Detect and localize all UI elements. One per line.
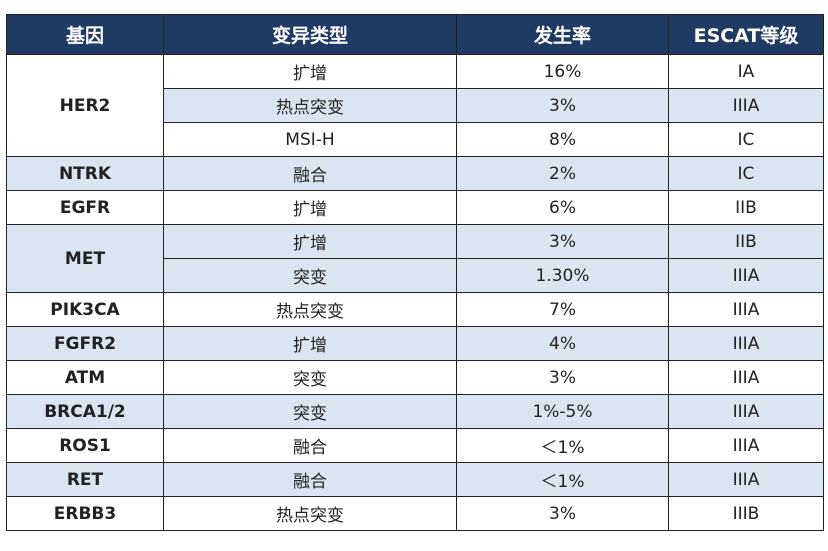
escat-cell: IIIA — [668, 428, 824, 463]
escat-cell: IIIA — [668, 326, 824, 361]
table-row: ROS1 融合 ＜1% IIIA — [6, 428, 824, 463]
gene-variant-table: 基因 变异类型 发生率 ESCAT等级 HER2 扩增 16% IA 热点突变 … — [6, 14, 824, 531]
escat-cell: IIIA — [668, 292, 824, 327]
escat-cell: IIIA — [668, 394, 824, 429]
variant-cell: 融合 — [163, 428, 457, 463]
rate-cell: 2% — [456, 156, 669, 191]
gene-cell: ROS1 — [6, 428, 164, 463]
gene-cell: ERBB3 — [6, 496, 164, 531]
escat-cell: IIB — [668, 190, 824, 225]
gene-cell: PIK3CA — [6, 292, 164, 327]
table-row: ERBB3 热点突变 3% IIIB — [6, 496, 824, 531]
table-row: EGFR 扩增 6% IIB — [6, 190, 824, 225]
variant-cell: 热点突变 — [163, 292, 457, 327]
variant-cell: 突变 — [163, 360, 457, 395]
variant-cell: 热点突变 — [163, 496, 457, 531]
header-escat: ESCAT等级 — [668, 14, 824, 55]
table-row: FGFR2 扩增 4% IIIA — [6, 326, 824, 361]
variant-cell: MSI-H — [163, 122, 457, 157]
escat-cell: IA — [668, 54, 824, 89]
table-row: RET 融合 ＜1% IIIA — [6, 462, 824, 497]
escat-cell: IC — [668, 122, 824, 157]
header-variant: 变异类型 — [163, 14, 457, 55]
variant-cell: 热点突变 — [163, 88, 457, 123]
gene-cell: EGFR — [6, 190, 164, 225]
table-header-row: 基因 变异类型 发生率 ESCAT等级 — [6, 14, 824, 55]
rate-cell: 3% — [456, 88, 669, 123]
table-row: 突变 1.30% IIIA — [7, 258, 824, 293]
rate-cell: ＜1% — [456, 462, 669, 497]
variant-cell: 扩增 — [163, 190, 457, 225]
variant-cell: 突变 — [163, 258, 457, 293]
table-row: 热点突变 3% IIIA — [7, 88, 824, 123]
table-row: MSI-H 8% IC — [7, 122, 824, 157]
table-row: NTRK 融合 2% IC — [6, 156, 824, 191]
escat-cell: IIIA — [668, 462, 824, 497]
variant-cell: 扩增 — [163, 326, 457, 361]
rate-cell: 8% — [456, 122, 669, 157]
rate-cell: 6% — [456, 190, 669, 225]
table-row: BRCA1/2 突变 1%-5% IIIA — [6, 394, 824, 429]
variant-cell: 融合 — [163, 462, 457, 497]
table-row: PIK3CA 热点突变 7% IIIA — [6, 292, 824, 327]
variant-cell: 突变 — [163, 394, 457, 429]
header-gene: 基因 — [6, 14, 164, 55]
escat-cell: IIIA — [668, 360, 824, 395]
rate-cell: ＜1% — [456, 428, 669, 463]
rate-cell: 1%-5% — [456, 394, 669, 429]
rate-cell: 3% — [456, 360, 669, 395]
variant-cell: 扩增 — [163, 224, 457, 259]
gene-cell: RET — [6, 462, 164, 497]
escat-cell: IIB — [668, 224, 824, 259]
variant-cell: 扩增 — [163, 54, 457, 89]
rate-cell: 1.30% — [456, 258, 669, 293]
rate-cell: 7% — [456, 292, 669, 327]
escat-cell: IIIA — [668, 88, 824, 123]
rate-cell: 3% — [456, 224, 669, 259]
escat-cell: IC — [668, 156, 824, 191]
table-row: ATM 突变 3% IIIA — [6, 360, 824, 395]
table-row: HER2 扩增 16% IA — [6, 54, 824, 157]
gene-cell: NTRK — [6, 156, 164, 191]
escat-cell: IIIA — [668, 258, 824, 293]
variant-cell: 融合 — [163, 156, 457, 191]
gene-cell: FGFR2 — [6, 326, 164, 361]
table-row: MET 扩增 3% IIB — [6, 224, 824, 293]
gene-cell: MET — [6, 224, 164, 293]
gene-cell: HER2 — [6, 54, 164, 157]
rate-cell: 16% — [456, 54, 669, 89]
rate-cell: 4% — [456, 326, 669, 361]
header-rate: 发生率 — [456, 14, 669, 55]
gene-cell: BRCA1/2 — [6, 394, 164, 429]
gene-cell: ATM — [6, 360, 164, 395]
escat-cell: IIIB — [668, 496, 824, 531]
rate-cell: 3% — [456, 496, 669, 531]
